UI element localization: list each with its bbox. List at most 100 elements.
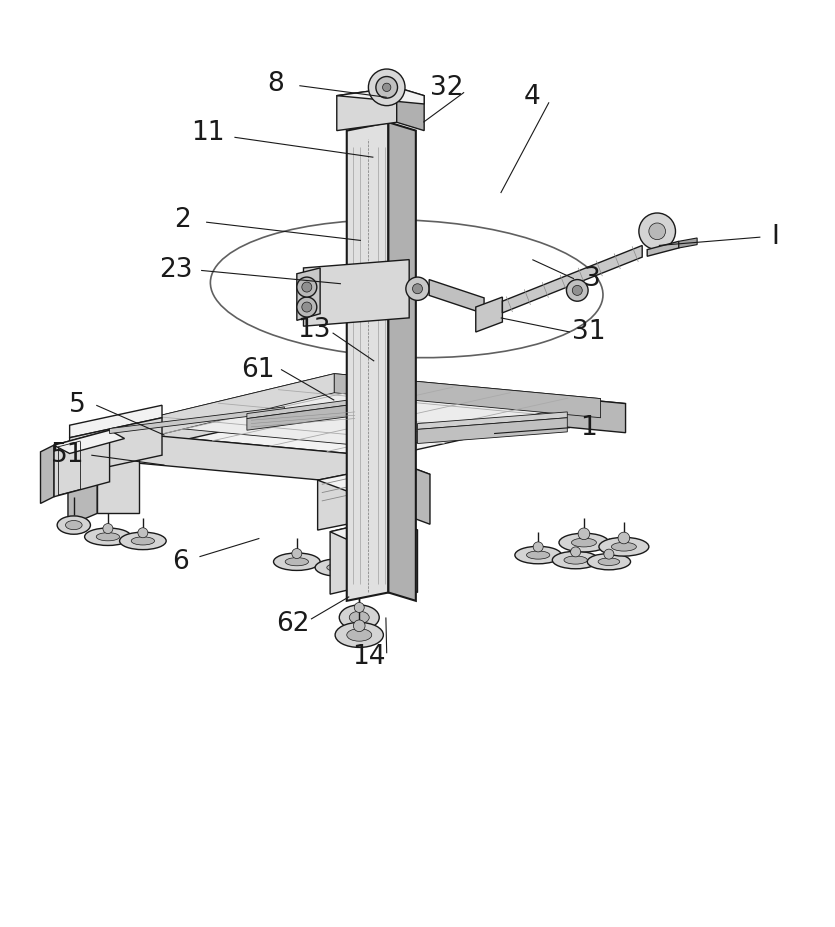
Ellipse shape <box>349 611 369 624</box>
Polygon shape <box>317 464 401 530</box>
Polygon shape <box>647 241 679 256</box>
Circle shape <box>578 528 590 540</box>
Text: 11: 11 <box>191 121 225 146</box>
Ellipse shape <box>571 539 596 547</box>
Polygon shape <box>388 122 416 601</box>
Ellipse shape <box>515 546 561 564</box>
Polygon shape <box>347 122 388 601</box>
Circle shape <box>362 559 372 569</box>
Circle shape <box>570 547 580 557</box>
Circle shape <box>534 542 543 552</box>
Circle shape <box>572 286 582 296</box>
Polygon shape <box>429 280 484 313</box>
Ellipse shape <box>119 532 166 550</box>
Text: 3: 3 <box>584 266 600 292</box>
Circle shape <box>296 297 316 317</box>
Text: 13: 13 <box>296 317 330 343</box>
Ellipse shape <box>599 538 649 556</box>
Circle shape <box>333 554 343 565</box>
Circle shape <box>618 532 630 544</box>
Circle shape <box>296 277 316 297</box>
Circle shape <box>382 83 391 92</box>
Ellipse shape <box>274 553 320 570</box>
Text: 14: 14 <box>352 644 386 670</box>
Ellipse shape <box>357 568 379 576</box>
Polygon shape <box>97 460 139 514</box>
Circle shape <box>368 69 405 106</box>
Ellipse shape <box>347 629 372 641</box>
Polygon shape <box>330 517 418 544</box>
Polygon shape <box>97 430 384 486</box>
Polygon shape <box>126 374 334 443</box>
Polygon shape <box>338 376 625 433</box>
Polygon shape <box>503 246 642 313</box>
Ellipse shape <box>598 558 620 565</box>
Ellipse shape <box>559 533 609 552</box>
Circle shape <box>376 77 397 98</box>
Text: 31: 31 <box>572 319 605 345</box>
Polygon shape <box>679 238 697 248</box>
Text: 32: 32 <box>430 75 463 101</box>
Ellipse shape <box>335 622 383 647</box>
Polygon shape <box>53 430 124 453</box>
Polygon shape <box>418 412 567 429</box>
Polygon shape <box>247 399 359 419</box>
Ellipse shape <box>326 564 350 572</box>
Text: 51: 51 <box>51 442 84 468</box>
Ellipse shape <box>587 553 630 570</box>
Text: 8: 8 <box>268 71 285 97</box>
Polygon shape <box>337 87 397 131</box>
Polygon shape <box>109 407 285 434</box>
Polygon shape <box>418 418 567 443</box>
Circle shape <box>301 282 311 292</box>
Ellipse shape <box>65 520 82 529</box>
Text: 4: 4 <box>524 84 541 110</box>
Polygon shape <box>97 376 625 457</box>
Circle shape <box>604 549 614 559</box>
Text: 5: 5 <box>68 392 85 418</box>
Circle shape <box>292 549 301 559</box>
Polygon shape <box>53 430 109 497</box>
Circle shape <box>412 284 423 294</box>
Ellipse shape <box>96 533 119 540</box>
Ellipse shape <box>84 528 131 545</box>
Polygon shape <box>334 374 600 418</box>
Circle shape <box>103 524 113 534</box>
Polygon shape <box>397 87 424 131</box>
Polygon shape <box>41 445 53 503</box>
Ellipse shape <box>57 516 90 534</box>
Text: I: I <box>772 224 779 250</box>
Ellipse shape <box>611 542 636 551</box>
Polygon shape <box>391 517 418 592</box>
Circle shape <box>354 603 364 613</box>
Ellipse shape <box>552 552 599 569</box>
Circle shape <box>138 527 148 538</box>
Polygon shape <box>68 460 97 526</box>
Ellipse shape <box>345 564 390 579</box>
Polygon shape <box>126 374 600 449</box>
Ellipse shape <box>339 605 379 630</box>
Text: 6: 6 <box>172 549 189 575</box>
Ellipse shape <box>527 551 549 559</box>
Polygon shape <box>296 268 320 321</box>
Text: 23: 23 <box>159 257 193 283</box>
Polygon shape <box>476 297 503 332</box>
Ellipse shape <box>315 559 362 577</box>
Text: 62: 62 <box>276 611 310 637</box>
Polygon shape <box>247 403 359 430</box>
Polygon shape <box>97 376 338 460</box>
Polygon shape <box>317 464 430 491</box>
Polygon shape <box>337 87 424 104</box>
Circle shape <box>566 280 588 301</box>
Circle shape <box>353 620 365 631</box>
Polygon shape <box>330 517 391 594</box>
Ellipse shape <box>131 537 154 545</box>
Ellipse shape <box>286 558 308 565</box>
Text: 1: 1 <box>580 414 597 440</box>
Polygon shape <box>401 464 430 525</box>
Ellipse shape <box>564 556 587 565</box>
Text: 2: 2 <box>175 208 191 234</box>
Circle shape <box>649 223 665 240</box>
Circle shape <box>639 213 676 249</box>
Polygon shape <box>303 260 409 326</box>
